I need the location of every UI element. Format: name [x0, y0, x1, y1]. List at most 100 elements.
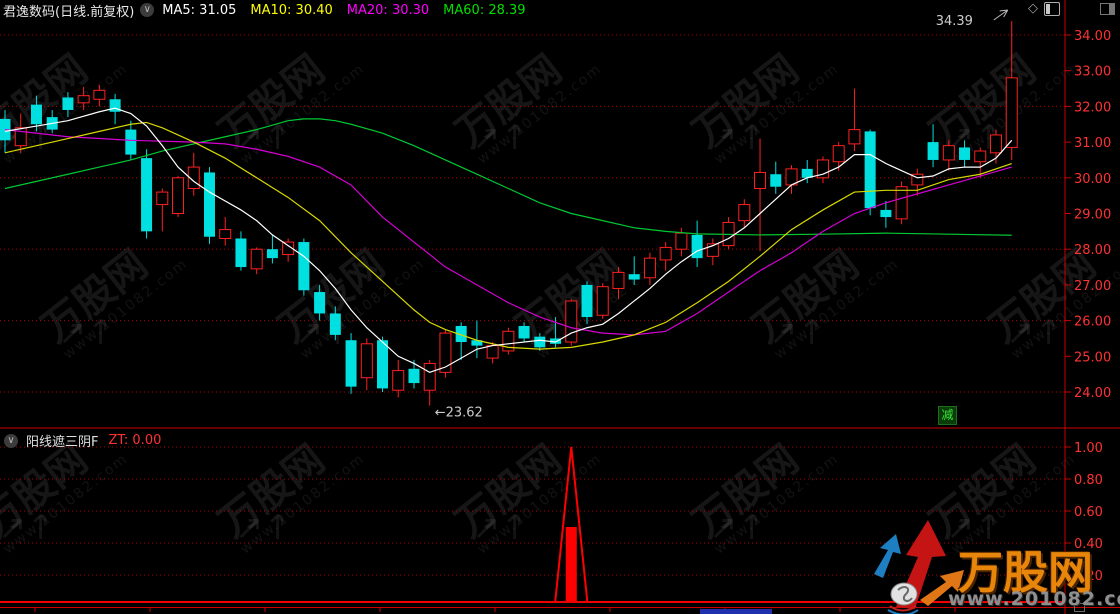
candle-body-down: [377, 340, 389, 389]
candle-body-down: [770, 174, 782, 187]
candle-body-down: [345, 340, 357, 387]
candle-body-up: [439, 332, 452, 373]
price-tick-label: 24.00: [1074, 386, 1111, 401]
candle-body-up: [596, 286, 609, 316]
candle-body-up: [250, 248, 263, 270]
window-split-icon[interactable]: [1100, 3, 1115, 15]
candle-body-up: [77, 95, 90, 104]
ma-values-container: MA5: 31.05 MA10: 30.40 MA20: 30.30 MA60: 28…: [162, 3, 525, 18]
indicator-tick-label: 0.60: [1074, 505, 1103, 520]
high-annotation-arrow: [993, 9, 1009, 21]
candle-body-up: [1005, 77, 1018, 148]
ma-value-label: MA5: 31.05: [162, 2, 237, 18]
candle-body-up: [187, 166, 200, 190]
candle-body-down: [959, 147, 971, 160]
candle-body-up: [989, 134, 1002, 154]
ma-line-ma10: [4, 121, 1012, 350]
candle-body-up: [392, 370, 405, 391]
indicator-collapse-icon[interactable]: ∨: [4, 433, 18, 448]
candle-body-up: [738, 204, 751, 222]
candle-body-down: [109, 99, 121, 112]
candle-body-down: [801, 168, 813, 178]
candle-body-up: [895, 186, 908, 220]
candle-body-up: [848, 129, 861, 145]
candle-body-up: [172, 177, 185, 215]
candle-body-up: [565, 300, 578, 343]
candle-body-down: [203, 172, 215, 237]
price-tick-label: 30.00: [1074, 172, 1111, 187]
wangu-logo-url: www.201082.com: [948, 588, 1120, 610]
candle-body-down: [125, 129, 137, 155]
indicator-tick-label: 0.20: [1074, 569, 1103, 584]
price-tick-label: 27.00: [1074, 279, 1111, 294]
date-strip: [0, 609, 1120, 614]
price-tick-label: 26.00: [1074, 315, 1111, 330]
wangu-logo-arrows-icon: [874, 520, 964, 614]
indicator-tick-label: 0.80: [1074, 473, 1103, 488]
candle-body-up: [423, 362, 436, 391]
ma-line-ma5: [4, 107, 1013, 374]
candle-body-up: [754, 171, 767, 190]
candle-body-down: [550, 338, 562, 344]
wangu-logo-brand: 万股网: [958, 546, 1094, 599]
candle-body-up: [219, 229, 232, 239]
candle-body-up: [974, 150, 987, 163]
price-tick-label: 28.00: [1074, 243, 1111, 258]
candle-body-up: [156, 191, 169, 206]
high-annotation: 34.39: [936, 14, 973, 29]
candle-body-up: [706, 243, 719, 257]
price-tick-label: 32.00: [1074, 100, 1111, 115]
candle-body-up: [282, 241, 295, 256]
candle-body-down: [266, 249, 278, 259]
candle-body-up: [360, 343, 373, 379]
ma-value-label: MA10: 30.40: [250, 2, 333, 18]
indicator-header: ∨ 阳线遮三阴F ZT: 0.00: [4, 431, 161, 450]
diamond-icon[interactable]: ◇: [1028, 1, 1038, 16]
event-badge[interactable]: 减: [938, 406, 957, 425]
candle-body-up: [486, 345, 499, 359]
date-highlight: [700, 609, 772, 614]
candle-body-up: [832, 145, 845, 163]
stock-title: 君逸数码(日线.前复权): [3, 4, 135, 20]
candle-body-down: [927, 142, 939, 160]
candle-body-down: [471, 340, 483, 346]
candle-body-up: [911, 173, 924, 186]
mini-corner-icon: [1074, 603, 1085, 612]
candle-body-up: [816, 159, 829, 179]
candle-body-up: [14, 127, 27, 147]
price-tick-label: 31.00: [1074, 136, 1111, 151]
candle-body-down: [581, 284, 593, 318]
candle-body-down: [880, 209, 892, 218]
candle-body-up: [659, 246, 672, 261]
candle-body-down: [518, 325, 530, 339]
signal-spike: [554, 446, 589, 602]
candle-body-down: [534, 336, 546, 348]
candle-body-down: [62, 97, 74, 110]
ma-value-label: MA20: 30.30: [346, 2, 430, 18]
candle-body-up: [785, 168, 798, 186]
candle-body-down: [408, 368, 420, 384]
candle-body-up: [93, 89, 106, 100]
wangu-logo: 万股网 www.201082.com: [868, 512, 1120, 614]
price-tick-label: 34.00: [1074, 29, 1111, 44]
ma-value-label: MA60: 28.39: [443, 2, 526, 18]
candle-body-up: [643, 257, 656, 279]
price-tick-label: 33.00: [1074, 65, 1111, 80]
candle-body-up: [675, 232, 688, 250]
chart-toolbar: ◇: [1028, 1, 1060, 16]
candle-body-up: [942, 145, 955, 161]
indicator-value: ZT: 0.00: [108, 433, 162, 448]
indicator-tick-label: 0.40: [1074, 537, 1103, 552]
indicator-tick-label: 1.00: [1074, 441, 1103, 456]
candle-body-down: [864, 131, 876, 209]
chevron-down-circle-icon[interactable]: ∨: [140, 3, 155, 17]
low-annotation: ←23.62: [435, 406, 483, 421]
candle-body-down: [314, 292, 326, 314]
signal-bar: [565, 527, 577, 601]
indicator-title: 阳线遮三阴F: [26, 435, 99, 450]
candle-body-down: [455, 325, 467, 343]
candle-body-down: [141, 158, 153, 232]
candle-body-down: [298, 242, 310, 291]
split-square-icon[interactable]: [1044, 1, 1060, 16]
